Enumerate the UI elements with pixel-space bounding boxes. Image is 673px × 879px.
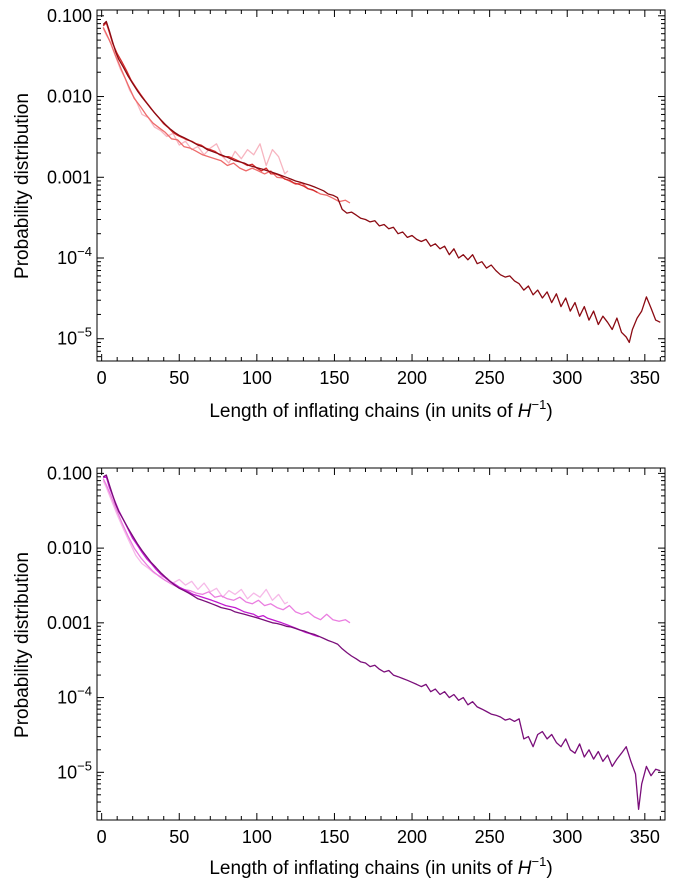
series-line-1 [102,480,289,605]
x-tick-labels: 0 50 100 150 200 250 300 350 [97,368,660,388]
bottom-panel: 0 50 100 150 200 250 300 350 0.100 0.010 0.001 10−… [12,463,666,879]
y-tick-label: 0.001 [47,613,92,633]
top-panel: 0 50 100 150 200 250 300 350 0.100 0.010 0.001 10−… [12,6,666,422]
x-tick-label: 0 [97,827,107,847]
series-line-2 [102,27,351,204]
x-tick-label: 300 [552,827,582,847]
series-line-1 [102,28,289,175]
x-tick-label: 150 [319,827,349,847]
y-tick-label: 10−4 [57,244,92,268]
plot-frame [96,9,666,362]
x-tick-label: 300 [552,368,582,388]
y-axis-title: Probability distribution [12,93,33,279]
series-lines [102,20,661,344]
y-tick-label: 0.100 [47,6,92,26]
x-tick-label: 50 [169,368,189,388]
y-tick-labels: 0.100 0.010 0.001 10−4 10−5 [47,6,92,349]
plot-frame [96,467,666,821]
x-tick-label: 0 [97,368,107,388]
x-axis-title: Length of inflating chains (in units of … [209,854,552,879]
x-tick-label: 250 [475,368,505,388]
x-tick-labels: 0 50 100 150 200 250 300 350 [97,827,660,847]
x-tick-label: 200 [397,368,427,388]
y-tick-label: 0.001 [47,167,92,187]
x-tick-label: 50 [169,827,189,847]
y-tick-label: 10−5 [57,325,92,349]
y-tick-label: 10−4 [57,684,92,708]
y-tick-label: 0.100 [47,463,92,483]
series-line-3 [103,476,320,638]
y-tick-label: 0.010 [47,538,92,558]
x-tick-label: 100 [242,368,272,388]
x-tick-label: 350 [630,368,660,388]
series-lines [102,474,661,810]
y-tick-labels: 0.100 0.010 0.001 10−4 10−5 [47,463,92,782]
series-line-3 [102,22,318,193]
x-tick-label: 250 [475,827,505,847]
y-tick-label: 10−5 [57,758,92,782]
x-tick-label: 150 [319,368,349,388]
series-line-4 [102,20,661,344]
series-line-2 [102,478,351,624]
x-axis-title: Length of inflating chains (in units of … [209,397,552,422]
y-tick-label: 0.010 [47,87,92,107]
tick-marks [97,10,665,361]
x-tick-label: 350 [630,827,660,847]
y-axis-title: Probability distribution [12,552,33,738]
x-tick-label: 200 [397,827,427,847]
x-tick-label: 100 [242,827,272,847]
series-line-4 [102,474,661,810]
tick-marks [97,468,665,820]
